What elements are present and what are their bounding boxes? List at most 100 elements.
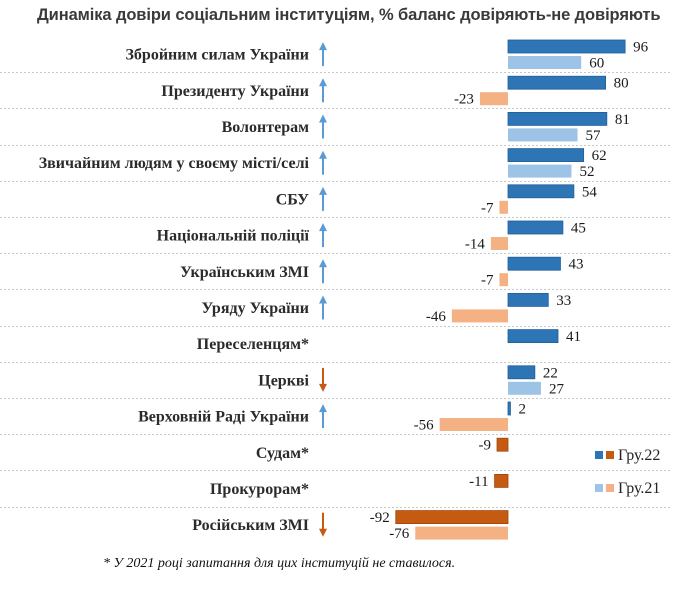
- data-label: 62: [592, 148, 607, 164]
- category-label: Переселенцям*: [197, 336, 309, 353]
- category-label: Волонтерам: [222, 119, 310, 136]
- data-label: -23: [454, 92, 474, 108]
- bar-gru21: [415, 526, 508, 540]
- bar-gru22: [507, 39, 626, 54]
- arrow-up-icon: [319, 186, 327, 211]
- category-row: Волонтерам 81 57: [222, 112, 630, 144]
- data-label: -76: [389, 526, 409, 542]
- category-row: Прокурорам* -11: [210, 473, 509, 498]
- category-row: Російським ЗМІ -92-76: [192, 510, 509, 542]
- category-label: Верховній Раді України: [138, 409, 309, 426]
- category-row: СБУ 54 -7: [276, 184, 598, 216]
- arrow-up-icon: [319, 223, 327, 248]
- category-row: Уряду України 33 -46: [201, 293, 571, 325]
- bar-gru21: [508, 56, 582, 69]
- category-label: СБУ: [276, 191, 310, 208]
- category-row: Переселенцям* 41: [197, 329, 581, 353]
- data-label: 43: [568, 257, 583, 273]
- data-label: 57: [586, 128, 602, 144]
- bar-gru21: [479, 92, 508, 106]
- legend-swatch-negative: [606, 451, 614, 459]
- footnote: * У 2021 році запитання для цих інституц…: [103, 556, 456, 571]
- bar-gru22: [507, 365, 536, 380]
- data-label: 22: [543, 365, 558, 381]
- data-label: -56: [414, 418, 434, 434]
- bar-gru22: [507, 75, 606, 90]
- bar-gru22: [507, 184, 575, 199]
- bar-gru22: [507, 220, 564, 235]
- bar-gru21: [439, 418, 508, 431]
- bar-gru22: [507, 256, 561, 271]
- legend-swatch-positive: [595, 484, 603, 492]
- bar-gru21: [508, 164, 572, 178]
- legend-swatch-negative: [606, 484, 614, 492]
- arrow-up-icon: [319, 42, 327, 67]
- chart-title: Динаміка довіри соціальним інституціям, …: [37, 6, 661, 24]
- data-label: 27: [549, 381, 565, 397]
- bar-gru21: [490, 237, 508, 250]
- bar-gru22: [507, 401, 511, 416]
- category-label: Збройним силам України: [125, 47, 309, 64]
- data-label: 33: [556, 293, 571, 309]
- data-label: 81: [615, 112, 630, 128]
- legend-label: Гру.21: [618, 480, 660, 497]
- category-label: Українським ЗМІ: [180, 264, 309, 281]
- data-label: -11: [469, 474, 488, 490]
- row-separators: [0, 72, 672, 508]
- category-row: Судам* -9: [256, 437, 509, 462]
- category-label: Церкві: [258, 372, 309, 389]
- bar-gru22: [494, 473, 509, 488]
- category-row: Національній поліції 45 -14: [157, 221, 586, 253]
- category-label: Національній поліції: [157, 228, 310, 245]
- arrow-down-icon: [319, 512, 327, 537]
- bar-gru22: [507, 148, 585, 163]
- category-row: Збройним силам України 96 60: [125, 40, 648, 72]
- category-label: Судам*: [256, 445, 309, 462]
- bar-gru22: [496, 437, 509, 452]
- chart-rows: Збройним силам України 96 60 Президенту Укр…: [39, 40, 649, 543]
- bar-gru21: [508, 381, 541, 395]
- data-label: 96: [633, 40, 649, 56]
- arrow-up-icon: [319, 259, 327, 284]
- legend-entry: Гру.22: [595, 447, 660, 464]
- arrow-up-icon: [319, 114, 327, 139]
- bar-gru22: [507, 112, 608, 126]
- legend-label: Гру.22: [618, 447, 660, 464]
- data-label: -7: [481, 273, 494, 289]
- data-label: 41: [566, 329, 581, 345]
- data-label: -7: [481, 200, 494, 216]
- data-label: -14: [465, 237, 485, 253]
- legend: Гру.22 Гру.21: [595, 447, 660, 497]
- data-label: 2: [518, 402, 526, 418]
- category-label: Уряду України: [201, 300, 309, 317]
- arrow-up-icon: [319, 150, 327, 175]
- category-row: Українським ЗМІ 43 -7: [180, 257, 583, 289]
- bar-gru21: [508, 128, 578, 142]
- category-row: Президенту України 80 -23: [161, 76, 628, 108]
- arrow-up-icon: [319, 78, 327, 103]
- bar-gru22: [395, 510, 509, 525]
- arrow-down-icon: [319, 367, 327, 392]
- bar-gru21: [499, 273, 508, 287]
- data-label: -46: [426, 309, 446, 325]
- category-label: Звичайним людям у своєму місті/селі: [39, 155, 310, 172]
- data-label: 80: [614, 76, 629, 92]
- data-label: 52: [579, 164, 594, 180]
- data-label: -92: [370, 510, 390, 526]
- bar-gru22: [507, 292, 549, 307]
- category-label: Прокурорам*: [210, 481, 309, 498]
- data-label: 60: [589, 56, 604, 72]
- category-label: Президенту України: [161, 83, 309, 100]
- arrow-up-icon: [319, 295, 327, 320]
- category-label: Російським ЗМІ: [192, 517, 309, 534]
- legend-entry: Гру.21: [595, 480, 660, 497]
- legend-swatch-positive: [595, 451, 603, 459]
- bar-gru22: [507, 329, 559, 344]
- data-label: 45: [571, 221, 586, 237]
- arrow-up-icon: [319, 404, 327, 429]
- data-label: 54: [582, 184, 598, 200]
- bar-gru21: [499, 200, 508, 214]
